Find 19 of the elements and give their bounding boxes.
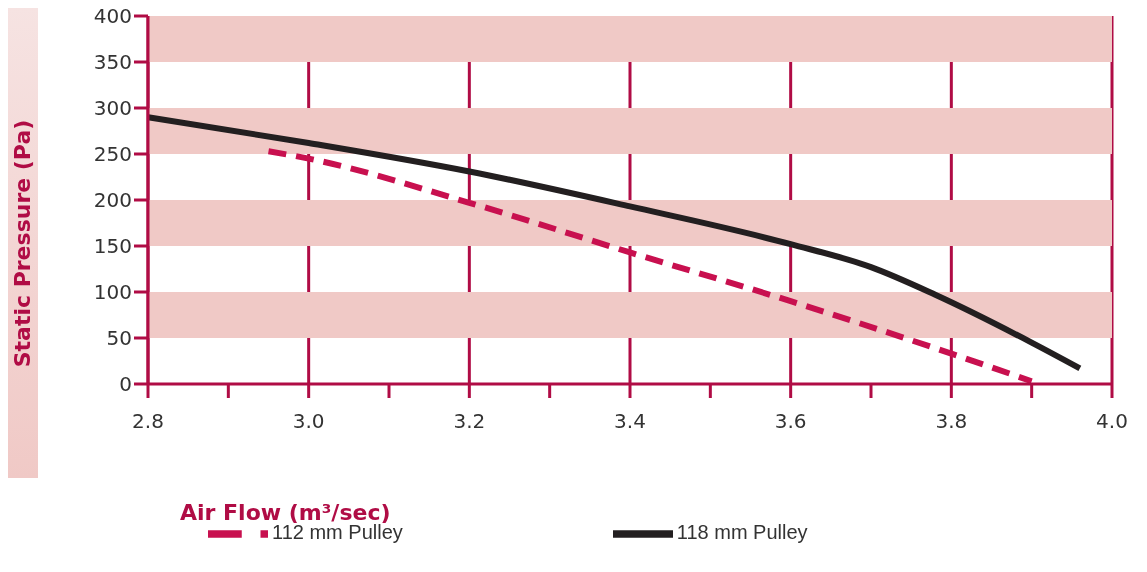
x-tick-label: 3.0 (292, 409, 325, 434)
y-tick-label: 400 (93, 4, 132, 29)
x-tick-label: 4.0 (1096, 409, 1128, 434)
y-tick-label: 100 (93, 280, 132, 305)
y-tick-label: 50 (106, 326, 132, 351)
y-axis-title: Static Pressure (Pa) (10, 119, 36, 367)
y-tick-label: 300 (93, 96, 132, 121)
y-tick-label: 0 (119, 372, 132, 397)
y-tick-label: 150 (93, 234, 132, 259)
x-tick-label: 3.2 (453, 409, 486, 434)
x-tick-label: 3.6 (774, 409, 807, 434)
y-tick-label: 350 (93, 50, 132, 75)
y-tick-label: 250 (93, 142, 132, 167)
y-tick-label: 200 (93, 188, 132, 213)
legend-label: 118 mm Pulley (676, 521, 808, 544)
x-axis-title: Air Flow (m³/sec) (180, 500, 391, 525)
x-tick-label: 3.4 (614, 409, 646, 434)
x-tick-label: 3.8 (935, 409, 968, 434)
x-tick-label: 2.8 (132, 409, 164, 434)
